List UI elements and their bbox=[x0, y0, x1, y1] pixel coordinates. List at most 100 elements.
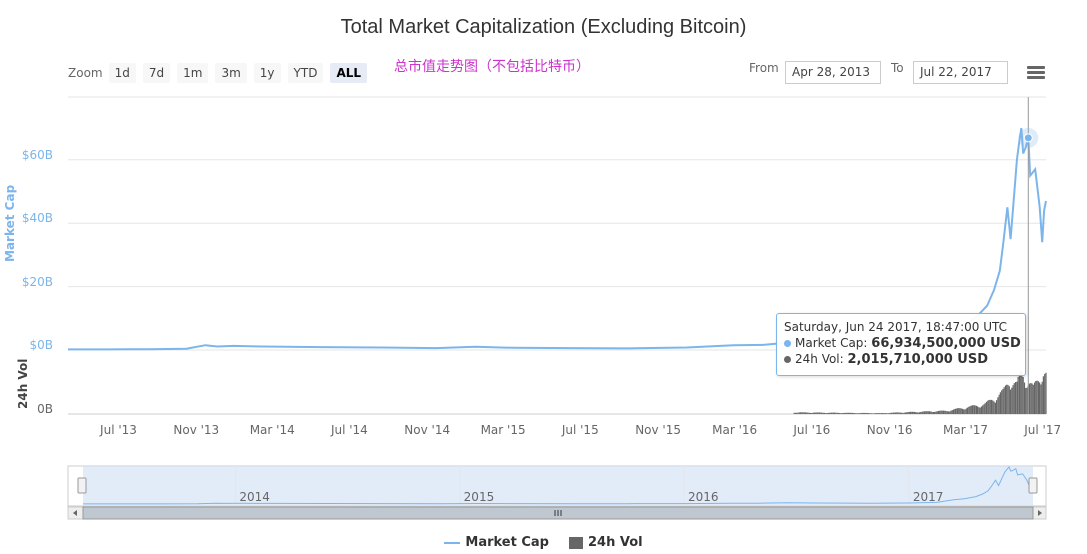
zoom-1m-button[interactable]: 1m bbox=[177, 63, 209, 83]
volume-bar bbox=[930, 411, 932, 414]
volume-bar bbox=[1007, 384, 1009, 414]
zoom-ytd-button[interactable]: YTD bbox=[287, 63, 324, 83]
x-tick-label: Jul '13 bbox=[100, 423, 137, 437]
volume-bar bbox=[1028, 383, 1031, 414]
tooltip-header: Saturday, Jun 24 2017, 18:47:00 UTC bbox=[784, 320, 1008, 334]
volume-bar bbox=[808, 412, 810, 414]
volume-bar bbox=[1009, 389, 1012, 414]
volume-bar bbox=[794, 412, 797, 414]
volume-bar bbox=[858, 413, 860, 414]
scroll-left-arrow-icon[interactable] bbox=[73, 510, 77, 516]
volume-bar bbox=[896, 412, 898, 414]
volume-bar bbox=[966, 407, 969, 414]
volume-bar bbox=[915, 412, 917, 414]
volume-bar bbox=[960, 408, 962, 414]
volume-bar bbox=[925, 411, 927, 414]
volume-bar bbox=[964, 409, 966, 414]
navigator-right-handle[interactable] bbox=[1028, 477, 1038, 494]
volume-bar bbox=[886, 413, 888, 414]
navigator-selection[interactable] bbox=[83, 466, 1033, 506]
volume-bar bbox=[1020, 370, 1022, 414]
volume-bar bbox=[906, 412, 908, 414]
volume-bar bbox=[974, 405, 976, 414]
scrollbar-grip-icon bbox=[554, 510, 562, 516]
volume-bar bbox=[929, 411, 931, 414]
volume-bar bbox=[864, 412, 866, 414]
volume-bar bbox=[853, 413, 855, 414]
x-tick-label: Nov '15 bbox=[635, 423, 681, 437]
volume-bar bbox=[1023, 382, 1026, 414]
legend-item-24h-vol[interactable]: 24h Vol bbox=[568, 535, 643, 550]
hamburger-menu-icon[interactable] bbox=[1027, 66, 1045, 80]
tooltip-mc-value: 66,934,500,000 USD bbox=[871, 336, 1021, 351]
volume-bar bbox=[888, 413, 890, 414]
volume-bar bbox=[969, 406, 971, 414]
volume-bar bbox=[844, 412, 846, 414]
volume-bar bbox=[870, 413, 872, 414]
zoom-all-button[interactable]: ALL bbox=[330, 63, 368, 83]
volume-bar bbox=[923, 411, 926, 414]
volume-bar bbox=[954, 409, 956, 414]
volume-bar bbox=[982, 405, 984, 414]
volume-bar bbox=[826, 413, 828, 414]
navigator-year-label: 2015 bbox=[463, 490, 495, 504]
volume-bar bbox=[868, 413, 870, 414]
legend-line-icon bbox=[444, 541, 461, 544]
zoom-1d-button[interactable]: 1d bbox=[108, 63, 136, 83]
volume-bar bbox=[849, 412, 851, 414]
volume-bar bbox=[874, 413, 876, 414]
legend-box-icon bbox=[568, 536, 583, 549]
volume-bar bbox=[1041, 381, 1043, 414]
zoom-7d-button[interactable]: 7d bbox=[142, 63, 171, 83]
scroll-right-arrow-icon[interactable] bbox=[1038, 510, 1042, 516]
volume-bar bbox=[815, 412, 817, 414]
volume-bar bbox=[1004, 385, 1007, 414]
y-tick-label: $0B bbox=[29, 338, 53, 352]
volume-bar bbox=[926, 411, 928, 414]
volume-bar bbox=[985, 401, 988, 414]
volume-bar bbox=[889, 412, 891, 414]
volume-bar bbox=[983, 404, 985, 414]
volume-bar bbox=[908, 411, 910, 414]
volume-bar bbox=[875, 413, 877, 414]
volume-bar bbox=[1016, 381, 1018, 414]
legend-item-market-cap[interactable]: Market Cap bbox=[444, 535, 549, 550]
x-tick-label: Mar '15 bbox=[480, 423, 526, 437]
volume-bar bbox=[958, 408, 960, 414]
volume-bar bbox=[851, 412, 853, 414]
zoom-toolbar: Zoom 1d 7d 1m 3m 1y YTD ALL bbox=[68, 62, 374, 84]
volume-bar bbox=[880, 413, 883, 414]
x-tick-label: Jul '14 bbox=[330, 423, 368, 437]
volume-bar bbox=[961, 408, 964, 414]
chinese-annotation: 总市值走势图（不包括比特币） bbox=[394, 59, 590, 75]
volume-bar bbox=[970, 405, 972, 414]
volume-bar bbox=[817, 412, 819, 414]
volume-bar bbox=[899, 412, 902, 414]
volume-bar bbox=[856, 413, 859, 414]
tooltip-vol-label: 24h Vol: bbox=[795, 352, 844, 366]
navigator-year-label: 2017 bbox=[912, 490, 944, 504]
to-label: To bbox=[891, 61, 904, 75]
volume-bar bbox=[1044, 373, 1046, 414]
zoom-1y-button[interactable]: 1y bbox=[253, 63, 281, 83]
vol-tick-label: 0B bbox=[37, 402, 53, 416]
from-date-input[interactable]: Apr 28, 2013 bbox=[785, 61, 881, 84]
navigator-year-label: 2016 bbox=[687, 490, 719, 504]
navigator-left-handle[interactable] bbox=[77, 477, 87, 494]
volume-bar bbox=[855, 413, 857, 414]
volume-bar bbox=[901, 412, 903, 414]
volume-bar bbox=[953, 409, 955, 414]
volume-bar bbox=[977, 406, 979, 414]
volume-bar bbox=[946, 411, 948, 414]
zoom-3m-button[interactable]: 3m bbox=[215, 63, 247, 83]
volume-bar bbox=[1035, 381, 1037, 414]
volume-bar bbox=[932, 412, 934, 414]
volume-bar bbox=[816, 412, 818, 414]
volume-bar bbox=[927, 411, 929, 414]
to-date-input[interactable]: Jul 22, 2017 bbox=[913, 61, 1008, 84]
volume-bar bbox=[963, 409, 965, 414]
volume-bar bbox=[846, 412, 848, 414]
volume-bar bbox=[918, 412, 920, 414]
volume-bar bbox=[837, 412, 840, 414]
volume-bar bbox=[872, 413, 874, 414]
